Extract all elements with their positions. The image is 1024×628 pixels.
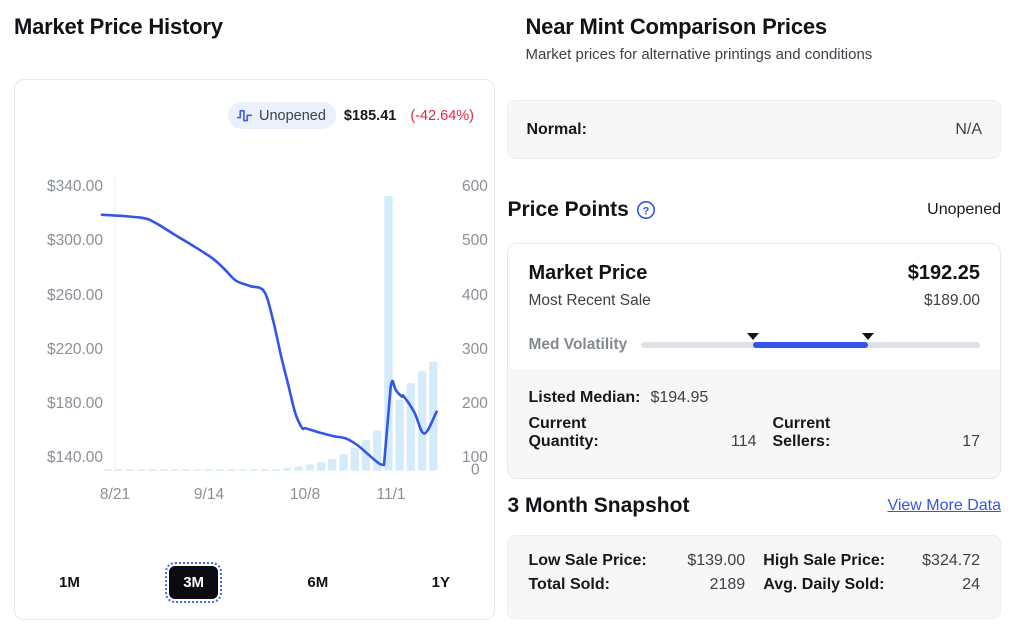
svg-text:$140.00: $140.00 [47,449,103,466]
svg-text:$180.00: $180.00 [47,395,103,412]
svg-text:$260.00: $260.00 [47,287,103,304]
svg-text:0: 0 [471,462,480,479]
svg-text:?: ? [642,206,649,218]
svg-text:$220.00: $220.00 [47,341,103,358]
svg-text:8/21: 8/21 [100,486,130,503]
svg-text:400: 400 [462,287,488,304]
svg-text:10/8: 10/8 [290,486,320,503]
svg-text:$300.00: $300.00 [47,232,103,249]
svg-text:300: 300 [462,341,488,358]
svg-text:11/1: 11/1 [376,486,405,503]
svg-text:200: 200 [462,395,488,412]
svg-text:500: 500 [462,232,488,249]
svg-text:$340.00: $340.00 [47,178,103,195]
svg-text:600: 600 [462,178,488,195]
svg-text:9/14: 9/14 [194,486,225,503]
